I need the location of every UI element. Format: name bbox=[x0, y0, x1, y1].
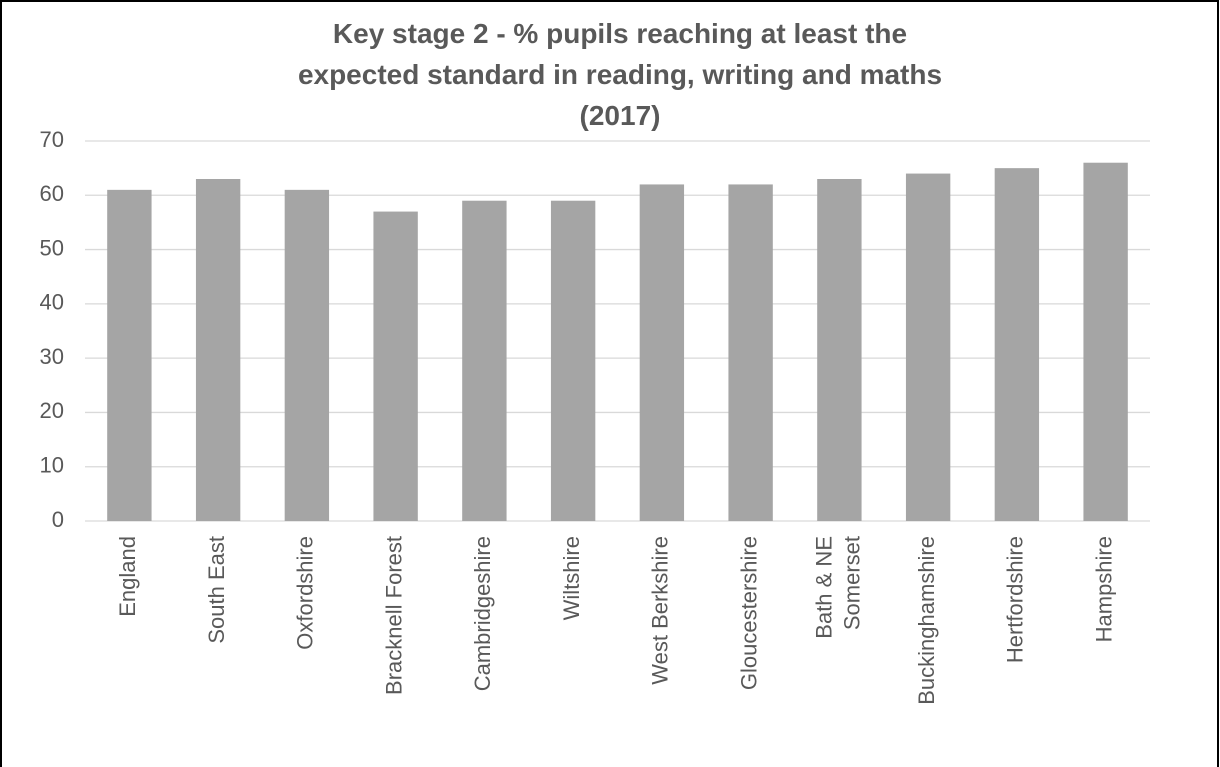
x-tick-label: Hertfordshire bbox=[1003, 536, 1028, 663]
x-tick-label: Bath & NE Somerset bbox=[811, 536, 864, 639]
x-tick-label: Hampshire bbox=[1091, 536, 1116, 642]
x-tick-label: West Berkshire bbox=[648, 536, 673, 685]
x-tick-label: South East bbox=[204, 536, 229, 644]
y-tick-label: 70 bbox=[40, 127, 64, 152]
bar bbox=[107, 189, 152, 521]
x-tick-label: Bracknell Forest bbox=[381, 536, 406, 695]
y-tick-label: 40 bbox=[40, 290, 64, 315]
chart-title: Key stage 2 - % pupils reaching at least… bbox=[298, 18, 942, 131]
x-tick-label: Oxfordshire bbox=[293, 536, 318, 650]
y-tick-label: 30 bbox=[40, 344, 64, 369]
bar bbox=[550, 200, 596, 521]
x-tick-label: Wiltshire bbox=[559, 536, 584, 620]
bar bbox=[1083, 162, 1128, 521]
bar bbox=[639, 184, 685, 521]
bar bbox=[817, 179, 862, 521]
x-tick-label: England bbox=[115, 536, 140, 617]
bar bbox=[284, 189, 330, 521]
x-tick-label: Buckinghamshire bbox=[914, 536, 939, 705]
x-tick-label: Gloucestershire bbox=[736, 536, 761, 690]
bar bbox=[195, 179, 241, 521]
bar bbox=[994, 168, 1040, 521]
y-tick-label: 50 bbox=[40, 235, 64, 260]
x-tick-label: Cambridgeshire bbox=[470, 536, 495, 691]
bar bbox=[728, 184, 773, 521]
y-tick-label: 0 bbox=[52, 507, 64, 532]
bar bbox=[373, 211, 418, 522]
y-tick-label: 60 bbox=[40, 181, 64, 206]
bar bbox=[462, 200, 507, 521]
y-tick-label: 10 bbox=[40, 453, 64, 478]
bar bbox=[905, 173, 951, 522]
y-tick-label: 20 bbox=[40, 398, 64, 423]
